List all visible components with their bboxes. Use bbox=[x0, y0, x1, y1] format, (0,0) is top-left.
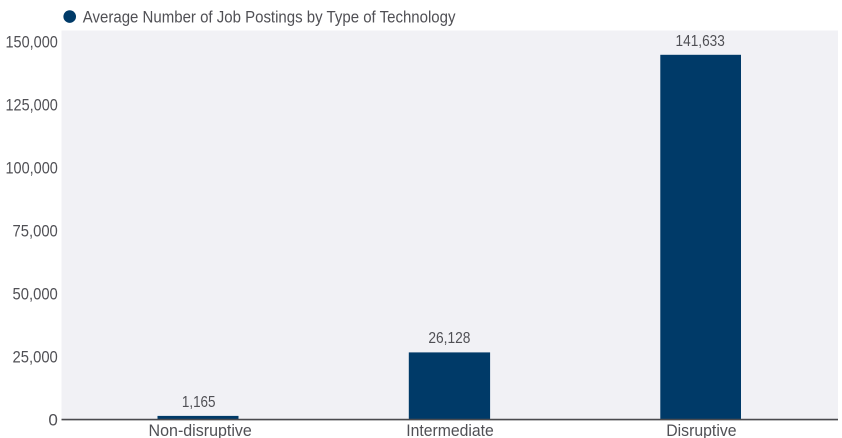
svg-text:26,128: 26,128 bbox=[428, 330, 470, 347]
svg-text:0: 0 bbox=[48, 410, 57, 429]
svg-text:Intermediate: Intermediate bbox=[406, 421, 494, 438]
svg-text:25,000: 25,000 bbox=[13, 347, 58, 366]
svg-text:150,000: 150,000 bbox=[6, 32, 58, 51]
svg-text:75,000: 75,000 bbox=[13, 221, 58, 240]
svg-text:Average Number of Job Postings: Average Number of Job Postings by Type o… bbox=[83, 8, 456, 27]
svg-text:Non-disruptive: Non-disruptive bbox=[149, 421, 252, 438]
svg-text:100,000: 100,000 bbox=[6, 158, 58, 177]
svg-text:50,000: 50,000 bbox=[13, 284, 58, 303]
svg-text:125,000: 125,000 bbox=[6, 95, 58, 114]
svg-text:1,165: 1,165 bbox=[182, 394, 216, 411]
svg-text:Disruptive: Disruptive bbox=[666, 421, 736, 438]
svg-text:141,633: 141,633 bbox=[676, 33, 725, 50]
